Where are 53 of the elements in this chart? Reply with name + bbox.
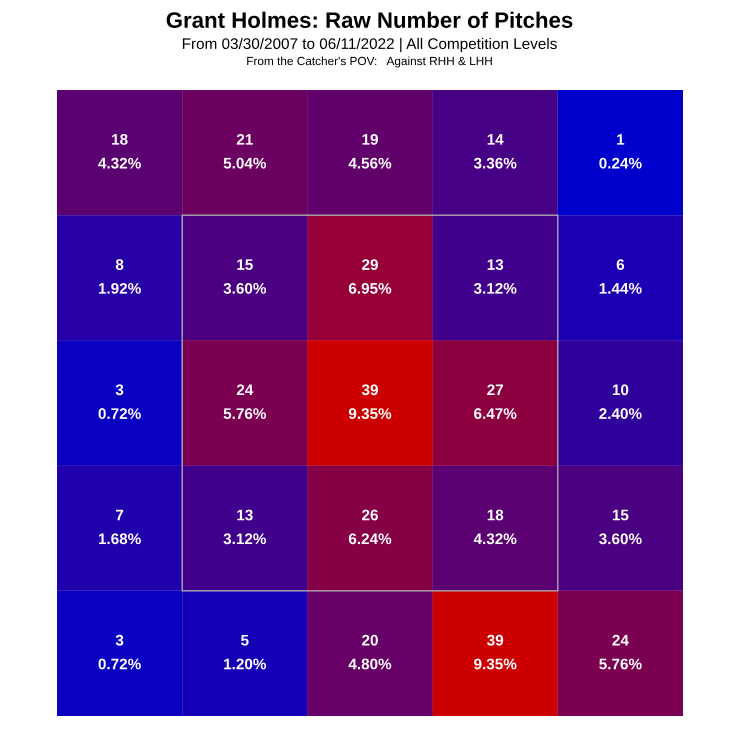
data-label: 19 [362,134,378,145]
data-label: 13 [488,259,504,270]
chart-title: Grant Holmes: Raw Number of Pitches [166,12,572,28]
data-label: 21 [236,134,253,145]
annotation: 4.32% [98,158,141,169]
data-label: 20 [362,634,378,646]
annotation: 9.35% [348,408,392,420]
data-label: 18 [112,134,128,145]
annotation: 4.56% [348,158,392,169]
data-label: 39 [362,384,378,396]
annotation: 5.76% [599,658,642,670]
annotation: 1.20% [224,658,266,670]
annotation: 3.12% [474,282,516,294]
data-label: 27 [487,384,504,396]
data-label: 10 [612,384,628,396]
annotation: 6.47% [474,408,516,419]
annotation: 2.40% [599,408,642,419]
data-label: 29 [362,259,378,270]
annotation: 6.95% [348,282,392,294]
annotation: 4.32% [474,533,516,544]
annotation: 3.12% [223,533,266,544]
annotation: 1.44% [600,283,642,294]
annotation: 9.35% [474,658,516,670]
data-label: 39 [487,634,504,646]
chart-subtitle: From 03/30/2007 to 06/11/2022 | All Competition Levels [182,38,557,52]
annotation: 3.36% [474,158,516,169]
annotation: 0.72% [98,658,141,670]
annotation: 3.60% [223,282,266,294]
annotation: 1.68% [98,533,141,544]
data-label: 5 [241,634,249,646]
text: From the Catcher's POV: Against RHH & LHH [247,56,492,68]
data-label: 13 [237,510,253,520]
annotation: 5.04% [224,158,266,169]
data-label: 18 [488,510,504,520]
annotation: 4.80% [348,658,392,670]
data-label: 14 [488,134,504,145]
data-label: 15 [612,510,628,520]
data-label: 8 [116,259,124,270]
data-label: 15 [237,259,253,270]
annotation: 5.76% [224,408,266,419]
data-label: 1 [617,134,624,145]
data-label: 24 [612,634,629,646]
annotation: 0.24% [599,158,642,169]
data-label: 7 [116,510,124,520]
data-label: 3 [116,634,124,646]
data-label: 3 [116,384,124,396]
data-label: 26 [362,510,378,520]
data-label: 24 [236,384,254,396]
annotation: 1.92% [98,282,141,294]
annotation: 6.24% [348,533,392,544]
data-label: 6 [616,259,624,270]
annotation: 0.72% [98,408,141,419]
annotation: 3.60% [599,533,642,544]
